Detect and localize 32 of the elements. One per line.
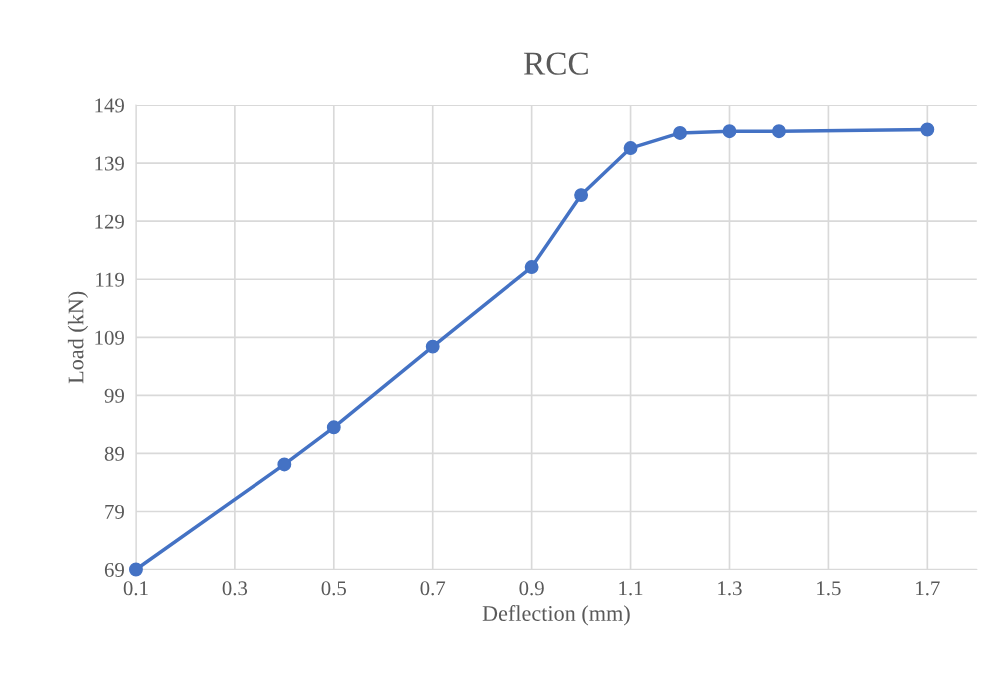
- point: [771, 124, 786, 139]
- point: [129, 562, 143, 577]
- x-tick-label: 0.5: [321, 581, 346, 596]
- x-tick-label: 0.1: [123, 581, 148, 596]
- point: [277, 457, 292, 472]
- y-tick-label: 129: [95, 214, 124, 229]
- y-tick-label: 89: [104, 446, 124, 461]
- y-tick-label: 119: [96, 272, 124, 287]
- point: [920, 122, 935, 137]
- y-tick-label: 149: [95, 98, 124, 113]
- point: [673, 126, 687, 140]
- x-tick-label: 0.3: [222, 581, 248, 596]
- point: [574, 188, 589, 203]
- x-tick-label: 1.5: [817, 581, 841, 596]
- chart-title: RCC: [523, 52, 588, 75]
- x-tick-label: 1.3: [718, 581, 742, 596]
- y-tick-label: 99: [104, 388, 124, 403]
- y-tick-label: 109: [95, 330, 124, 345]
- y-tick-label: 139: [95, 156, 124, 171]
- point: [326, 420, 341, 435]
- x-tick-label: 1.7: [916, 581, 940, 596]
- point: [722, 124, 737, 139]
- point: [623, 141, 638, 155]
- y-axis-title: Load (kN): [67, 291, 89, 384]
- y-tick-label: 79: [105, 504, 124, 519]
- point: [524, 260, 539, 275]
- x-tick-label: 1.1: [619, 581, 643, 596]
- x-axis-title: Deflection (mm): [482, 605, 630, 626]
- y-tick-label: 69: [104, 562, 124, 577]
- point: [425, 339, 440, 354]
- x-tick-label: 0.9: [519, 581, 544, 596]
- x-tick-label: 0.7: [420, 581, 446, 596]
